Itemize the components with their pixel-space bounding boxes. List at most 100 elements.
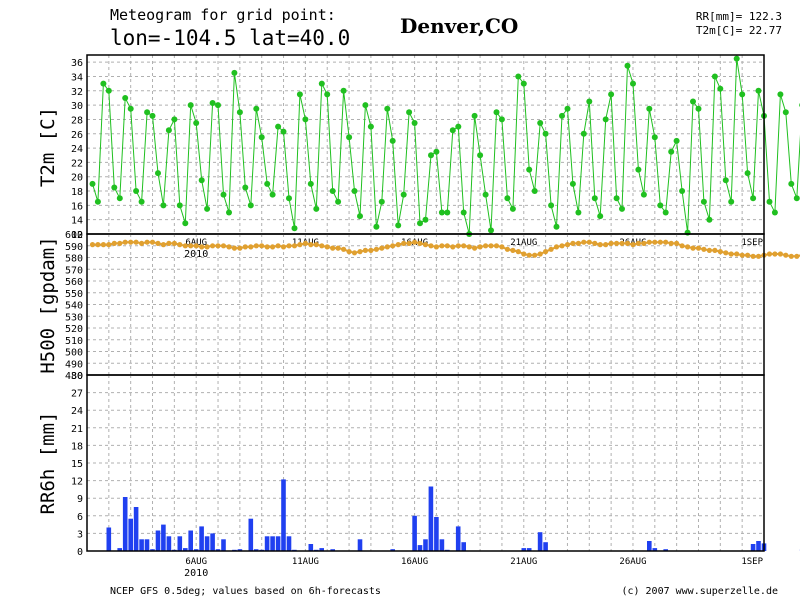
t2m-data-point [111, 184, 118, 191]
t2m-xtick-label: 1SEP [741, 238, 763, 248]
h500-data-point [695, 245, 702, 251]
t2m-data-point [591, 195, 598, 202]
rr6h-ytick-label: 9 [77, 494, 83, 505]
h500-data-point [723, 250, 729, 256]
t2m-data-point [662, 209, 669, 216]
t2m-data-point [580, 130, 587, 137]
t2m-data-point [471, 112, 478, 119]
rr6h-bar [106, 527, 112, 551]
t2m-data-point [520, 80, 527, 87]
stat-t2m-mean: T2m[C]= 22.77 [696, 24, 782, 37]
h500-data-point [624, 240, 631, 246]
h500-data-point [220, 243, 227, 249]
rr6h-bar [139, 539, 144, 551]
h500-data-point [177, 242, 183, 248]
h500-data-point [614, 240, 620, 246]
h500-data-point [204, 244, 210, 250]
h500-data-point [428, 243, 434, 249]
h500-data-point [706, 247, 713, 253]
h500-data-point [117, 240, 123, 246]
t2m-data-point [657, 202, 664, 209]
h500-data-point [433, 244, 439, 250]
title-line-1: Meteogram for grid point: [110, 6, 336, 24]
h500-data-point [690, 245, 696, 251]
h500-data-point [417, 240, 423, 246]
h500-data-point [395, 242, 401, 248]
t2m-ytick-label: 28 [71, 115, 83, 126]
t2m-data-point [373, 223, 380, 230]
t2m-data-point [105, 87, 112, 94]
t2m-data-point [127, 105, 134, 112]
h500-data-point [777, 251, 784, 257]
h500-data-point [89, 242, 96, 248]
h500-ytick-label: 490 [65, 359, 83, 370]
t2m-data-point [275, 123, 282, 130]
h500-data-point [100, 242, 106, 248]
t2m-data-point [313, 205, 320, 212]
rr6h-ytick-label: 0 [77, 547, 83, 558]
rr6h-bar [330, 549, 335, 551]
h500-data-point [335, 245, 341, 251]
h500-ytick-label: 580 [65, 254, 83, 265]
rr6h-bar [177, 536, 183, 551]
h500-data-point [504, 246, 510, 252]
h500-data-point [362, 247, 368, 253]
t2m-data-point [728, 198, 735, 205]
h500-data-point [592, 240, 598, 246]
h500-data-point [537, 251, 543, 257]
t2m-data-point [750, 195, 757, 202]
t2m-data-point [411, 120, 418, 126]
h500-data-point [728, 251, 734, 257]
rr6h-ytick-label: 12 [71, 477, 83, 488]
h500-data-point [532, 252, 538, 258]
t2m-data-point [340, 87, 347, 94]
rr6h-bar [455, 526, 461, 551]
t2m-data-point [733, 55, 740, 62]
rr6h-bar [526, 548, 532, 551]
h500-data-point [406, 240, 412, 246]
t2m-data-point [378, 198, 385, 205]
h500-data-point [324, 244, 330, 250]
rr6h-bar [663, 549, 668, 551]
h500-data-point [384, 244, 390, 250]
rr6h-bar [308, 544, 314, 551]
rr6h-ytick-label: 21 [71, 424, 83, 435]
t2m-data-point [362, 102, 369, 109]
t2m-data-point [149, 112, 156, 119]
h500-data-point [346, 249, 352, 255]
t2m-data-point [165, 127, 172, 134]
h500-data-point [128, 239, 134, 245]
h500-data-point [679, 243, 685, 249]
t2m-data-point [482, 191, 489, 198]
t2m-data-point [220, 191, 227, 198]
h500-data-point [297, 242, 303, 248]
t2m-data-point [417, 220, 423, 227]
t2m-data-point [640, 191, 647, 198]
h500-data-point [739, 252, 745, 258]
h500-data-point [237, 245, 243, 251]
rr6h-bar [166, 536, 172, 551]
h500-data-point [483, 243, 489, 249]
t2m-data-point [318, 80, 325, 87]
h500-data-point [745, 252, 751, 258]
h500-data-point [603, 242, 609, 248]
h500-axis-title: H500 [gpdam] [37, 236, 59, 373]
h500-data-point [171, 240, 177, 246]
t2m-data-point [793, 195, 800, 202]
t2m-data-point [269, 191, 276, 198]
rr6h-bar [647, 541, 652, 551]
t2m-data-point [602, 116, 609, 123]
t2m-ytick-label: 36 [71, 58, 83, 69]
t2m-data-point [537, 120, 544, 126]
t2m-data-point [646, 105, 653, 112]
h500-data-point [95, 242, 101, 248]
rr6h-bar [237, 549, 243, 551]
h500-data-point [657, 239, 663, 245]
h500-data-point [515, 249, 521, 255]
rr6h-axis-title: RR6h [mm] [37, 412, 59, 515]
t2m-data-point [739, 91, 746, 98]
t2m-data-point [575, 209, 582, 216]
t2m-ytick-label: 32 [71, 87, 83, 98]
rr6h-bar [215, 549, 221, 551]
